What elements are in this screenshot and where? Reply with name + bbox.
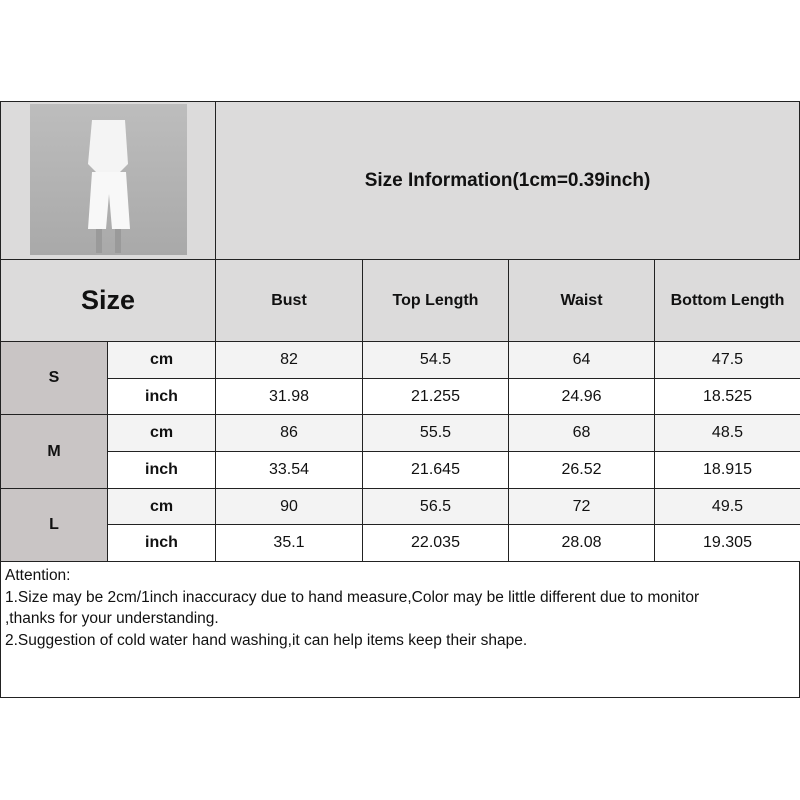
attention-note: Attention: 1.Size may be 2cm/1inch inacc… (0, 561, 800, 698)
unit-label: inch (107, 378, 216, 415)
table-cell: 48.5 (654, 414, 800, 452)
column-header: Top Length (362, 259, 509, 342)
column-header: Bust (215, 259, 363, 342)
outfit-image (88, 120, 130, 253)
product-photo (30, 104, 187, 255)
table-cell: 18.915 (654, 451, 800, 489)
size-label: L (0, 488, 108, 562)
table-cell: 82 (215, 341, 363, 379)
size-label: S (0, 341, 108, 415)
column-header: Waist (508, 259, 655, 342)
table-cell: 72 (508, 488, 655, 525)
table-cell: 19.305 (654, 524, 800, 562)
table-cell: 22.035 (362, 524, 509, 562)
table-cell: 90 (215, 488, 363, 525)
table-cell: 21.645 (362, 451, 509, 489)
table-cell: 33.54 (215, 451, 363, 489)
unit-label: cm (107, 488, 216, 525)
table-cell: 28.08 (508, 524, 655, 562)
table-cell: 56.5 (362, 488, 509, 525)
attention-line-2: 2.Suggestion of cold water hand washing,… (5, 631, 528, 649)
table-cell: 55.5 (362, 414, 509, 452)
unit-label: cm (107, 341, 216, 379)
column-header: Bottom Length (654, 259, 800, 342)
table-cell: 86 (215, 414, 363, 452)
unit-label: cm (107, 414, 216, 452)
table-cell: 31.98 (215, 378, 363, 415)
unit-label: inch (107, 451, 216, 489)
attention-heading: Attention: (5, 567, 71, 584)
table-cell: 49.5 (654, 488, 800, 525)
table-cell: 21.255 (362, 378, 509, 415)
title: Size Information(1cm=0.39inch) (215, 101, 800, 260)
attention-line-1b: ,thanks for your understanding. (5, 610, 219, 627)
table-cell: 35.1 (215, 524, 363, 562)
table-cell: 54.5 (362, 341, 509, 379)
unit-label: inch (107, 524, 216, 562)
table-cell: 47.5 (654, 341, 800, 379)
size-header: Size (0, 259, 216, 342)
attention-line-1: 1.Size may be 2cm/1inch inaccuracy due t… (5, 588, 700, 606)
table-cell: 24.96 (508, 378, 655, 415)
size-label: M (0, 414, 108, 489)
table-cell: 26.52 (508, 451, 655, 489)
table-cell: 18.525 (654, 378, 800, 415)
table-cell: 64 (508, 341, 655, 379)
table-cell: 68 (508, 414, 655, 452)
